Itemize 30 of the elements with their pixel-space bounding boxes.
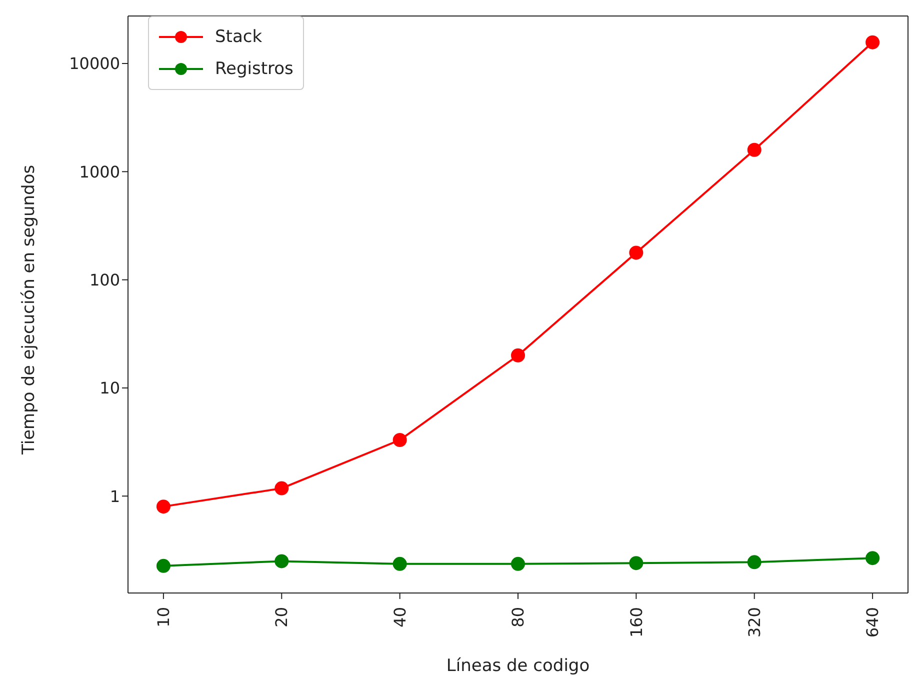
point — [747, 555, 762, 570]
legend-label: Stack — [215, 27, 262, 47]
y-tick-label: 1 — [110, 486, 120, 506]
point — [866, 35, 880, 50]
x-tick-label: 320 — [744, 607, 764, 638]
point — [392, 556, 407, 571]
x-tick-label: 160 — [626, 607, 646, 638]
y-tick-label: 10 — [100, 378, 120, 398]
point — [511, 556, 525, 571]
point — [511, 348, 525, 362]
x-tick-label: 40 — [390, 607, 410, 628]
y-tick-label: 1000 — [79, 162, 120, 182]
x-tick-label: 10 — [154, 607, 174, 628]
point — [274, 481, 289, 496]
x-tick-label: 640 — [863, 607, 882, 638]
x-tick-label: 80 — [508, 607, 528, 628]
point — [392, 433, 407, 448]
point — [629, 246, 644, 260]
point — [274, 554, 289, 568]
point — [156, 558, 170, 573]
x-tick-label: 20 — [272, 607, 292, 628]
point — [629, 556, 644, 570]
point — [747, 142, 762, 157]
y-axis-title: Tiempo de ejecución en segundos — [19, 164, 40, 456]
y-tick-label: 10000 — [69, 54, 120, 74]
point — [156, 500, 170, 514]
legend-label: Registros — [215, 59, 294, 79]
y-tick-label: 100 — [89, 270, 120, 290]
x-axis-title: Líneas de codigo — [446, 656, 590, 676]
point — [866, 551, 880, 566]
